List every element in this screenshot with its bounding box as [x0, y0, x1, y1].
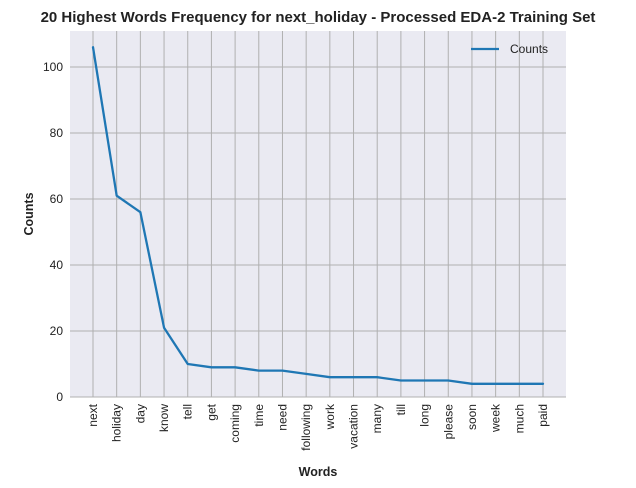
legend-label: Counts — [510, 42, 548, 56]
x-tick-labels: next holiday day know tell get coming time need f… — [86, 403, 550, 451]
x-tick-label: week — [489, 403, 503, 433]
series-line — [91, 46, 545, 385]
series-layer — [91, 46, 545, 385]
x-tick-label: day — [133, 404, 147, 423]
legend: Counts — [471, 42, 548, 56]
y-tick-label: 100 — [43, 60, 63, 74]
x-tick-label: long — [418, 404, 432, 427]
x-tick-label: next — [86, 403, 100, 426]
x-tick-label: vacation — [347, 404, 361, 449]
x-tick-label: please — [441, 404, 455, 440]
y-tick-label: 0 — [56, 390, 63, 404]
y-axis-label: Counts — [22, 192, 36, 235]
x-tick-label: much — [512, 404, 526, 433]
y-tick-label: 80 — [50, 126, 64, 140]
x-tick-label: till — [394, 404, 408, 415]
x-tick-label: holiday — [110, 404, 124, 442]
y-tick-label: 60 — [50, 192, 64, 206]
x-tick-label: soon — [465, 404, 479, 430]
x-tick-label: coming — [228, 404, 242, 443]
x-tick-label: many — [370, 404, 384, 433]
chart-title: 20 Highest Words Frequency for next_holi… — [41, 9, 596, 26]
plot-area — [70, 31, 566, 397]
x-axis-label: Words — [299, 465, 338, 479]
x-tick-label: know — [157, 404, 171, 432]
x-tick-label: time — [252, 404, 266, 427]
y-tick-label: 20 — [50, 324, 64, 338]
x-tick-label: tell — [181, 404, 195, 419]
x-tick-label: paid — [536, 404, 550, 427]
y-tick-labels: 0 20 40 60 80 100 — [43, 60, 63, 404]
grid — [70, 31, 566, 398]
x-tick-label: following — [299, 404, 313, 451]
x-tick-label: need — [275, 404, 289, 431]
y-tick-label: 40 — [50, 258, 64, 272]
x-tick-label: get — [204, 403, 218, 420]
x-tick-label: work — [323, 403, 337, 430]
